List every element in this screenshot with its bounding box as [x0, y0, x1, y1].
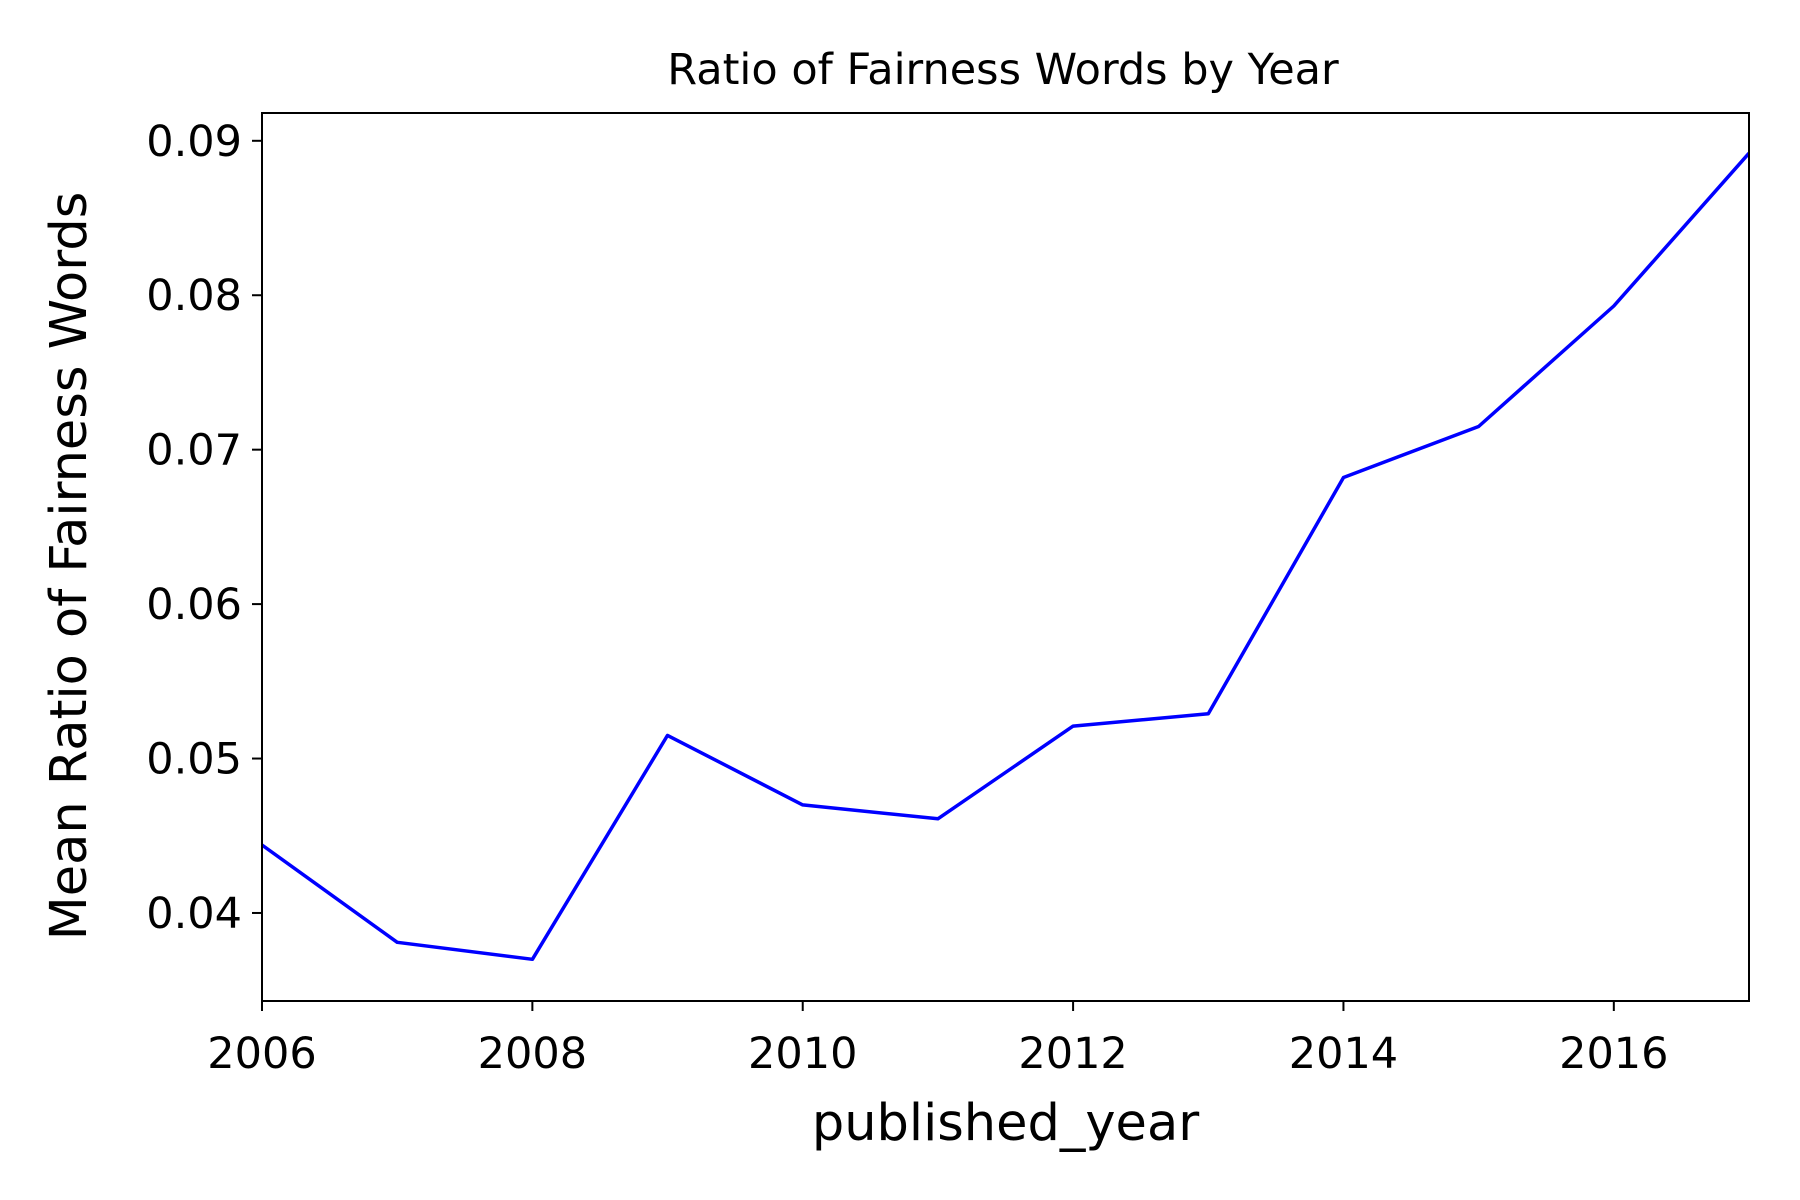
chart-title: Ratio of Fairness Words by Year	[667, 45, 1339, 95]
plot-frame	[261, 112, 1750, 1002]
x-tick-label: 2012	[1018, 1029, 1127, 1079]
y-tick-label: 0.07	[146, 426, 242, 476]
y-tick-label: 0.09	[146, 117, 242, 167]
x-axis: 2006 2008 2010 2012 2014 2016	[207, 1001, 1669, 1079]
x-tick-label: 2014	[1289, 1029, 1398, 1079]
y-tick-label: 0.05	[146, 735, 242, 785]
x-tick-label: 2010	[748, 1029, 857, 1079]
y-tick-label: 0.08	[146, 271, 242, 321]
x-tick-label: 2006	[207, 1029, 316, 1079]
y-axis-title: Mean Ratio of Fairness Words	[40, 192, 99, 941]
x-tick-label: 2016	[1559, 1029, 1668, 1079]
y-tick-label: 0.04	[146, 889, 242, 939]
y-tick-label: 0.06	[146, 580, 242, 630]
y-axis: 0.04 0.05 0.06 0.07 0.08 0.09	[146, 117, 262, 939]
series-layer	[262, 152, 1749, 962]
x-tick-label: 2008	[478, 1029, 587, 1079]
x-axis-title: published_year	[812, 1094, 1199, 1153]
series-line	[262, 152, 1749, 962]
